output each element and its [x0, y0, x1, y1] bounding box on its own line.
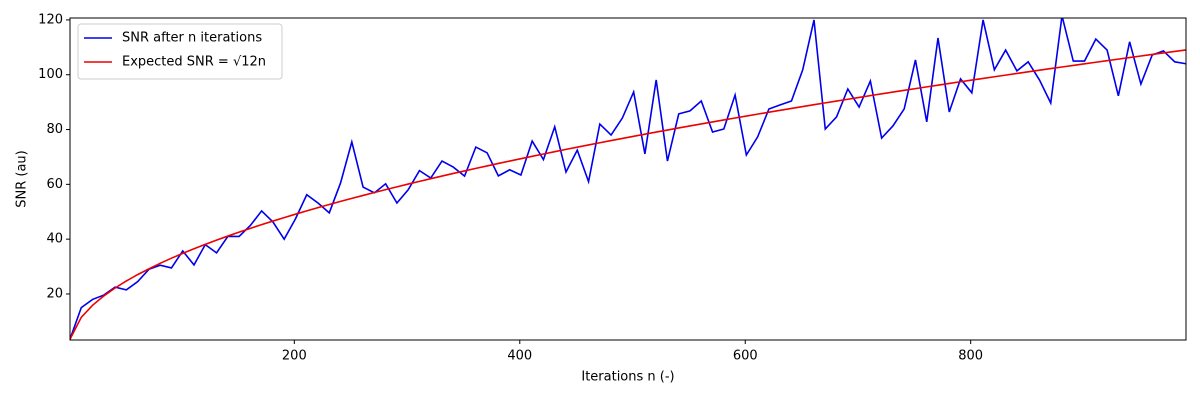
x-axis-label: Iterations n (-): [581, 370, 674, 385]
plot-frame: [69, 17, 1187, 341]
y-tick-label: 100: [38, 67, 63, 82]
series-line: [70, 18, 1186, 340]
y-tick-label: 60: [46, 177, 63, 192]
x-tick-label: 200: [282, 349, 307, 364]
legend-label: SNR after n iterations: [122, 31, 262, 46]
x-tick-label: 400: [507, 349, 532, 364]
y-axis-label: SNR (au): [15, 150, 30, 208]
series-line: [70, 49, 1186, 340]
y-tick-label: 20: [46, 286, 63, 301]
y-tick-label: 120: [38, 12, 63, 27]
x-tick-label: 800: [958, 349, 983, 364]
x-tick-label: 600: [733, 349, 758, 364]
legend-box: [77, 23, 283, 80]
y-tick-label: 80: [46, 122, 63, 137]
y-tick-label: 40: [46, 232, 63, 247]
legend-label: Expected SNR = √12n: [122, 55, 266, 70]
